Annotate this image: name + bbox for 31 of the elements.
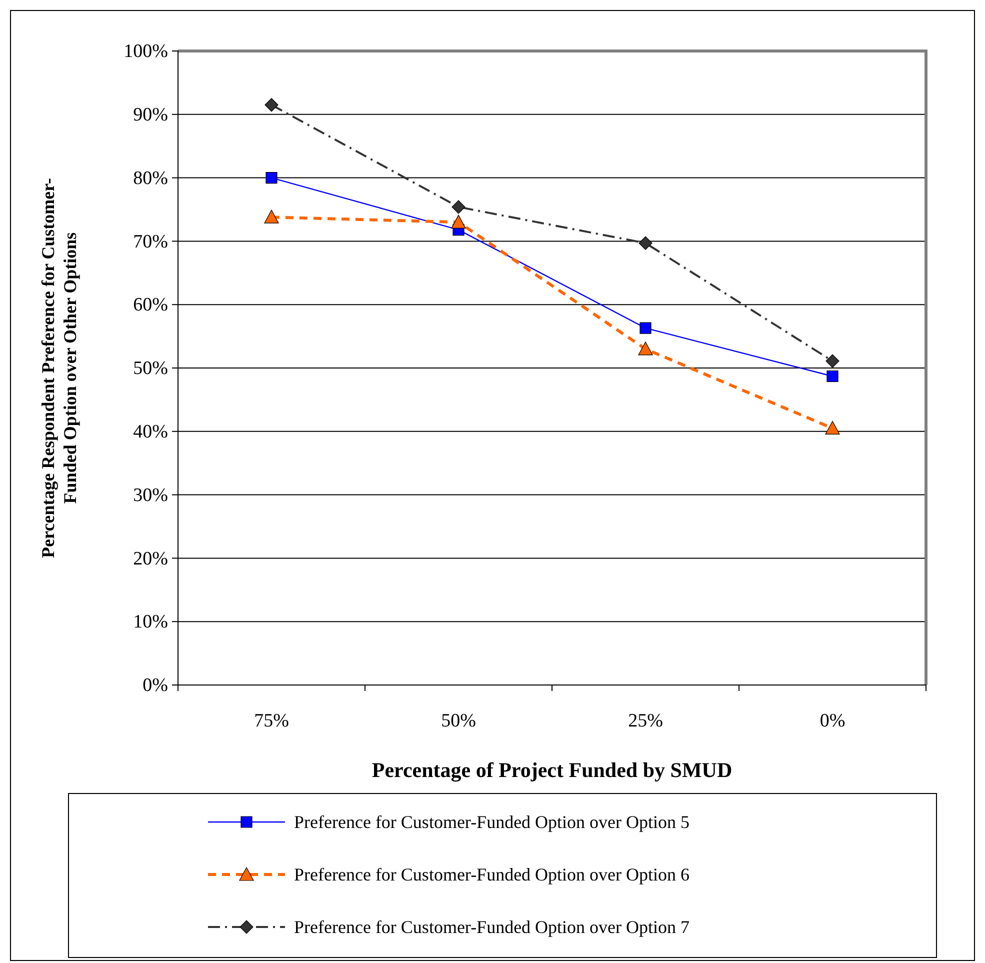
point bbox=[638, 342, 653, 356]
point bbox=[452, 200, 466, 214]
y-tick-label: 40% bbox=[133, 421, 168, 442]
y-tick-label: 70% bbox=[133, 231, 168, 252]
y-tick-label: 60% bbox=[133, 294, 168, 316]
legend-label: Preference for Customer-Funded Option over Option 6 bbox=[294, 864, 690, 884]
point bbox=[451, 214, 466, 228]
point bbox=[640, 322, 652, 334]
y-axis-title: Percentage Respondent Preference for Customer-Funded Option over Other Options bbox=[38, 178, 80, 558]
y-tick-label: 20% bbox=[133, 548, 168, 570]
point bbox=[826, 354, 840, 368]
x-tick-label: 0% bbox=[820, 710, 846, 732]
legend-label: Preference for Customer-Funded Option over Option 7 bbox=[294, 917, 690, 937]
point bbox=[826, 370, 838, 382]
point bbox=[264, 98, 278, 112]
y-tick-label: 90% bbox=[133, 104, 168, 126]
x-tick-label: 75% bbox=[254, 710, 290, 732]
y-tick-label: 50% bbox=[133, 358, 168, 380]
x-tick-label: 25% bbox=[628, 710, 664, 732]
point bbox=[264, 210, 279, 224]
y-tick-label: 30% bbox=[133, 484, 168, 506]
legend-label: Preference for Customer-Funded Option over Option 5 bbox=[294, 812, 690, 832]
point bbox=[266, 172, 278, 184]
point bbox=[638, 236, 652, 250]
x-tick-label: 50% bbox=[441, 710, 476, 732]
y-tick-label: 10% bbox=[133, 612, 168, 633]
point bbox=[825, 420, 840, 435]
y-tick-label: 100% bbox=[124, 41, 168, 62]
y-tick-label: 0% bbox=[142, 675, 168, 696]
x-axis-title: Percentage of Project Funded by SMUD bbox=[372, 758, 732, 782]
y-tick-label: 80% bbox=[133, 168, 168, 189]
